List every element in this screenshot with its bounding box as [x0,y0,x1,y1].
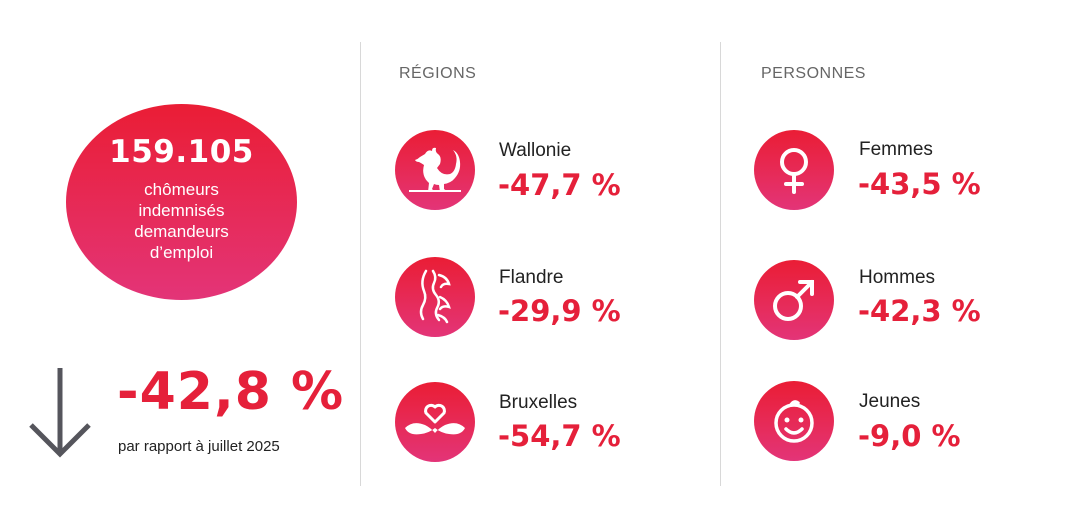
person-label: Jeunes [859,391,920,413]
person-value: -9,0 % [858,419,961,453]
region-label: Bruxelles [499,392,577,414]
description-line: chômeurs [66,179,297,200]
child-face-icon [754,381,834,461]
total-description: chômeurs indemnisés demandeurs d’emploi [66,179,297,263]
female-symbol-icon [754,130,834,210]
region-label: Wallonie [499,140,571,162]
iris-heart-icon [395,382,475,462]
lion-icon [395,257,475,337]
column-divider [720,42,721,486]
male-symbol-icon [754,260,834,340]
description-line: demandeurs [66,221,297,242]
description-line: d’emploi [66,242,297,263]
person-label: Hommes [859,267,935,289]
rooster-icon [395,130,475,210]
person-label: Femmes [859,139,933,161]
arrow-down-icon [28,366,92,460]
regions-title: RÉGIONS [399,65,476,83]
description-line: indemnisés [66,200,297,221]
region-value: -47,7 % [498,168,621,202]
total-unemployed-circle: 159.105 chômeurs indemnisés demandeurs d… [66,104,297,300]
total-count: 159.105 [66,134,297,170]
total-change: -42,8 % [117,362,344,422]
person-value: -43,5 % [858,167,981,201]
persons-title: PERSONNES [761,65,866,83]
region-value: -29,9 % [498,294,621,328]
column-divider [360,42,361,486]
person-value: -42,3 % [858,294,981,328]
region-value: -54,7 % [498,419,621,453]
region-label: Flandre [499,267,563,289]
comparison-note: par rapport à juillet 2025 [118,438,280,455]
